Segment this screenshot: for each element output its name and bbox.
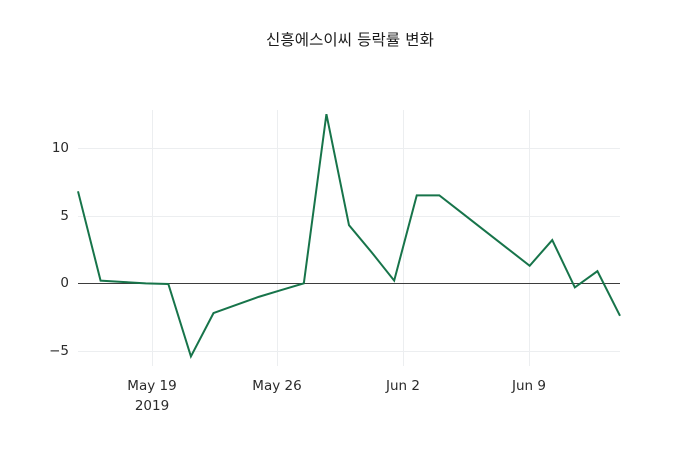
xtick-primary-jun2: Jun 2 bbox=[386, 378, 420, 394]
xtick-primary-may26: May 26 bbox=[252, 378, 302, 394]
chart-title: 신흥에스이씨 등락률 변화 bbox=[265, 31, 434, 49]
xtick-label-may26: May 26 bbox=[252, 377, 301, 397]
gridline-y-minus5 bbox=[78, 351, 620, 352]
ytick-label-0: 0 bbox=[60, 275, 69, 291]
zero-reference-line bbox=[78, 283, 620, 284]
xtick-label-may19: May 19 2019 bbox=[127, 377, 176, 416]
xtick-year-2019: 2019 bbox=[134, 397, 170, 414]
ytick-label-minus5: −5 bbox=[49, 343, 69, 359]
gridline-x-may26 bbox=[277, 110, 278, 366]
gridline-x-may19 bbox=[152, 110, 153, 366]
gridline-y-5 bbox=[78, 216, 620, 217]
series-line-equity-change bbox=[78, 114, 620, 356]
series-plot bbox=[78, 110, 620, 366]
xtick-primary-may19: May 19 bbox=[127, 378, 177, 394]
ytick-label-10: 10 bbox=[51, 140, 69, 156]
gridline-y-10 bbox=[78, 148, 620, 149]
gridline-x-jun9 bbox=[529, 110, 530, 366]
xtick-label-jun9: Jun 9 bbox=[512, 377, 546, 397]
xtick-primary-jun9: Jun 9 bbox=[512, 378, 546, 394]
gridline-x-jun2 bbox=[403, 110, 404, 366]
plot-area: 10 5 0 −5 May 19 2019 May 26 Jun 2 Jun 9 bbox=[49, 110, 620, 414]
ytick-label-5: 5 bbox=[60, 208, 69, 224]
xtick-label-jun2: Jun 2 bbox=[386, 377, 420, 397]
